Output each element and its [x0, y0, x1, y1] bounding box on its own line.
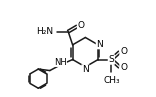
Text: N: N [96, 40, 103, 49]
Text: NH: NH [54, 58, 66, 67]
Text: CH₃: CH₃ [103, 76, 120, 85]
Text: S: S [108, 55, 114, 64]
Text: O: O [120, 47, 127, 56]
Text: N: N [82, 65, 89, 74]
Text: O: O [120, 63, 127, 72]
Text: H₂N: H₂N [36, 27, 53, 36]
Text: O: O [78, 21, 85, 30]
